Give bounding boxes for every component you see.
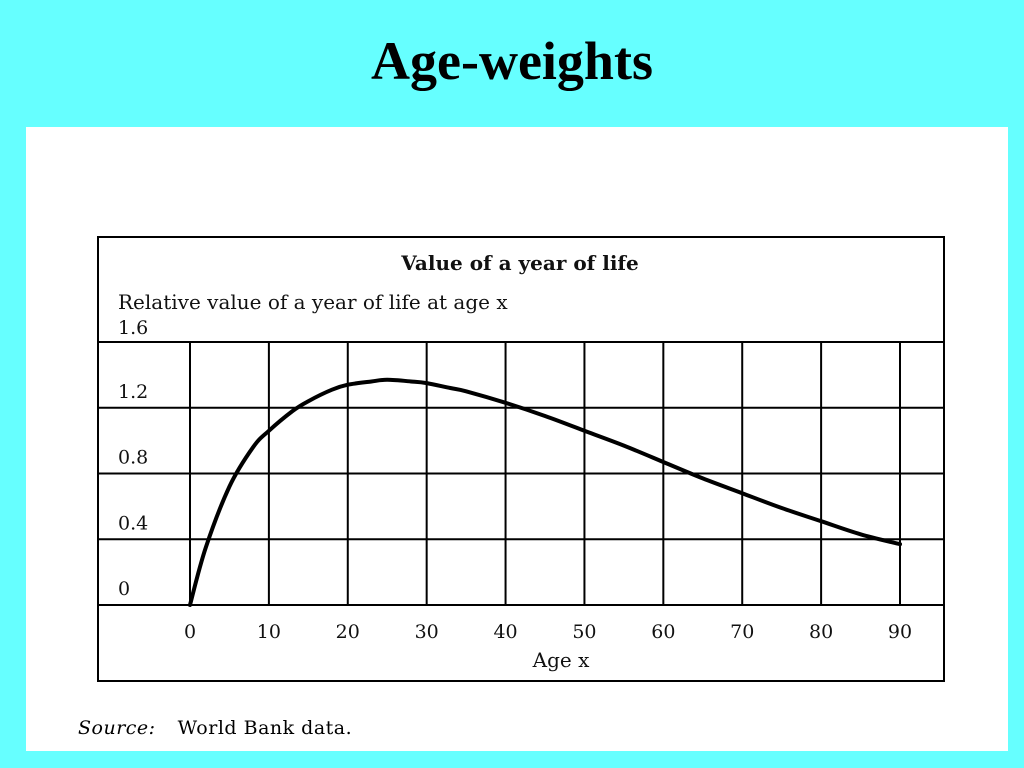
x-tick-label: 0 [184,621,196,643]
x-axis-label: Age x [532,648,590,672]
y-tick-label: 0.4 [118,512,148,534]
y-tick-label: 0.8 [118,447,148,469]
series-line [188,377,902,607]
x-tick-label: 60 [651,621,675,643]
x-tick-label: 10 [257,621,281,643]
x-tick-label: 70 [730,621,754,643]
y-tick-label: 1.2 [118,381,148,403]
tick-labels: 0 0.4 0.8 1.2 1.6 0 10 20 30 40 50 60 70 80 90 [118,317,912,643]
x-tick-label: 80 [809,621,833,643]
source-label: Source: [78,717,156,739]
grid-lines [98,341,944,606]
age-weight-chart: Value of a year of life Relative value o… [97,236,945,682]
slide-title: Age-weights [371,31,653,91]
x-tick-label: 50 [572,621,596,643]
chart-title: Value of a year of life [400,251,639,275]
y-tick-label: 0 [118,578,130,600]
chart-frame [97,236,945,682]
x-tick-label: 90 [888,621,912,643]
source-text: World Bank data. [177,717,353,739]
x-tick-label: 40 [493,621,517,643]
chart-panel: Value of a year of life Relative value o… [26,127,1008,751]
source-note: Source: World Bank data. [78,717,352,739]
x-tick-label: 30 [415,621,439,643]
chart-subtitle: Relative value of a year of life at age … [118,290,508,314]
x-tick-label: 20 [336,621,360,643]
y-tick-label: 1.6 [118,317,148,339]
